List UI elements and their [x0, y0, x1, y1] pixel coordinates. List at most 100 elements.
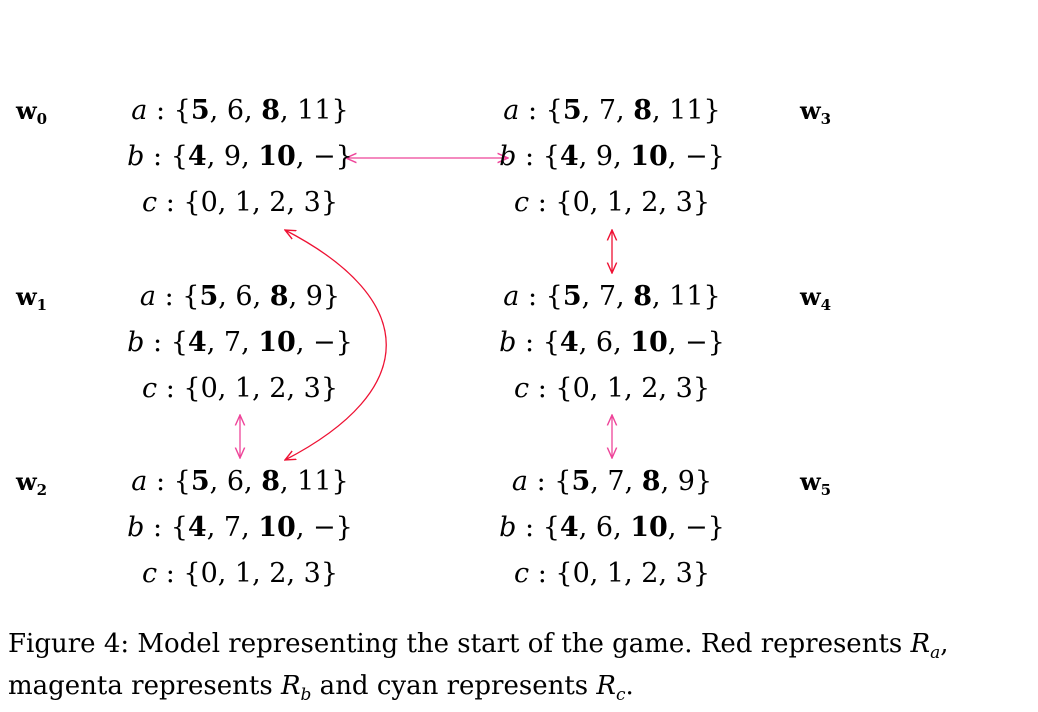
set-value: 11 — [669, 95, 703, 126]
set-sep: , — [658, 187, 675, 218]
set-label: b — [127, 327, 144, 358]
set-w2-b: b : {4, 7, 10, −} — [127, 512, 353, 543]
set-sep: , — [296, 141, 313, 172]
set-value: 6 — [227, 466, 244, 497]
set-value: 3 — [304, 558, 321, 589]
set-close: } — [332, 95, 349, 126]
kripke-model-diagram: w0 a : {5, 6, 8, 11}b : {4, 9, 10, −}c : … — [15, 95, 831, 589]
set-value: 7 — [224, 512, 241, 543]
world-w3: w3a : {5, 7, 8, 11}b : {4, 9, 10, −}c : … — [499, 95, 831, 218]
set-value: 2 — [641, 558, 658, 589]
set-value: 2 — [641, 373, 658, 404]
set-sep: , — [624, 373, 641, 404]
set-close: } — [695, 466, 712, 497]
set-sep: , — [289, 281, 306, 312]
set-open: : { — [157, 558, 200, 589]
set-value: 2 — [269, 558, 286, 589]
set-value: 5 — [191, 466, 210, 497]
set-close: } — [321, 187, 338, 218]
set-value: 5 — [571, 466, 590, 497]
figure-caption: Figure 4: Model representing the start o… — [8, 628, 1033, 712]
set-value: 10 — [258, 512, 296, 543]
set-value: 4 — [188, 512, 207, 543]
set-value: 6 — [235, 281, 252, 312]
world-name: w — [15, 96, 38, 125]
set-value: 0 — [201, 558, 218, 589]
set-value: 8 — [270, 281, 289, 312]
set-w4-b: b : {4, 6, 10, −} — [499, 327, 725, 358]
set-sep: , — [590, 558, 607, 589]
set-close: } — [704, 95, 721, 126]
set-open: : { — [516, 141, 559, 172]
world-label-w0: w0 — [15, 96, 47, 128]
world-w5: w5a : {5, 7, 8, 9}b : {4, 6, 10, −}c : {… — [499, 466, 831, 589]
set-value: 5 — [191, 95, 210, 126]
set-close: } — [693, 187, 710, 218]
set-close: } — [323, 281, 340, 312]
set-sep: , — [590, 187, 607, 218]
set-w5-b: b : {4, 6, 10, −} — [499, 512, 725, 543]
set-label: b — [499, 327, 516, 358]
set-value: 1 — [235, 373, 252, 404]
set-sep: , — [207, 141, 224, 172]
set-sep: , — [252, 187, 269, 218]
set-sep: , — [590, 466, 607, 497]
set-value: 0 — [201, 373, 218, 404]
set-value: 5 — [563, 281, 582, 312]
set-w5-a: a : {5, 7, 8, 9} — [512, 466, 712, 497]
set-sep: , — [207, 512, 224, 543]
set-open: : { — [516, 327, 559, 358]
relation-subscript-b: b — [300, 685, 312, 706]
set-value: 8 — [633, 281, 652, 312]
world-label-w5: w5 — [799, 467, 831, 499]
set-w1-b: b : {4, 7, 10, −} — [127, 327, 353, 358]
set-sep: , — [241, 512, 258, 543]
set-value: 9 — [306, 281, 323, 312]
world-label-w4: w4 — [799, 282, 831, 314]
set-label: c — [142, 373, 157, 404]
set-value: 5 — [563, 95, 582, 126]
set-sep: , — [252, 558, 269, 589]
set-close: } — [708, 512, 725, 543]
caption-mid-2: and cyan represents — [311, 671, 597, 702]
world-name: w — [799, 96, 822, 125]
set-value: − — [685, 327, 708, 358]
set-close: } — [332, 466, 349, 497]
set-value: 4 — [560, 141, 579, 172]
set-value: 11 — [297, 95, 331, 126]
set-sep: , — [668, 327, 685, 358]
set-close: } — [336, 327, 353, 358]
set-value: − — [685, 141, 708, 172]
set-value: 8 — [261, 95, 280, 126]
set-sep: , — [616, 281, 633, 312]
set-value: 2 — [641, 187, 658, 218]
set-sep: , — [210, 95, 227, 126]
set-value: 1 — [607, 187, 624, 218]
set-value: 0 — [573, 187, 590, 218]
set-w3-c: c : {0, 1, 2, 3} — [514, 187, 710, 218]
set-value: 1 — [235, 558, 252, 589]
set-sep: , — [652, 95, 669, 126]
set-label: b — [499, 512, 516, 543]
world-label-w1: w1 — [15, 282, 47, 314]
set-w1-a: a : {5, 6, 8, 9} — [140, 281, 340, 312]
set-sep: , — [218, 558, 235, 589]
set-open: : { — [529, 558, 572, 589]
set-label: c — [142, 187, 157, 218]
set-value: 1 — [235, 187, 252, 218]
set-label: a — [503, 281, 519, 312]
set-value: − — [313, 512, 336, 543]
set-value: 6 — [227, 95, 244, 126]
set-sep: , — [658, 558, 675, 589]
set-w0-b: b : {4, 9, 10, −} — [127, 141, 353, 172]
set-sep: , — [253, 281, 270, 312]
set-sep: , — [207, 327, 224, 358]
set-open: : { — [519, 95, 562, 126]
set-value: 7 — [607, 466, 624, 497]
set-label: c — [514, 373, 529, 404]
set-value: 4 — [188, 327, 207, 358]
set-sep: , — [582, 281, 599, 312]
set-value: 3 — [304, 373, 321, 404]
set-open: : { — [157, 373, 200, 404]
set-open: : { — [144, 141, 187, 172]
